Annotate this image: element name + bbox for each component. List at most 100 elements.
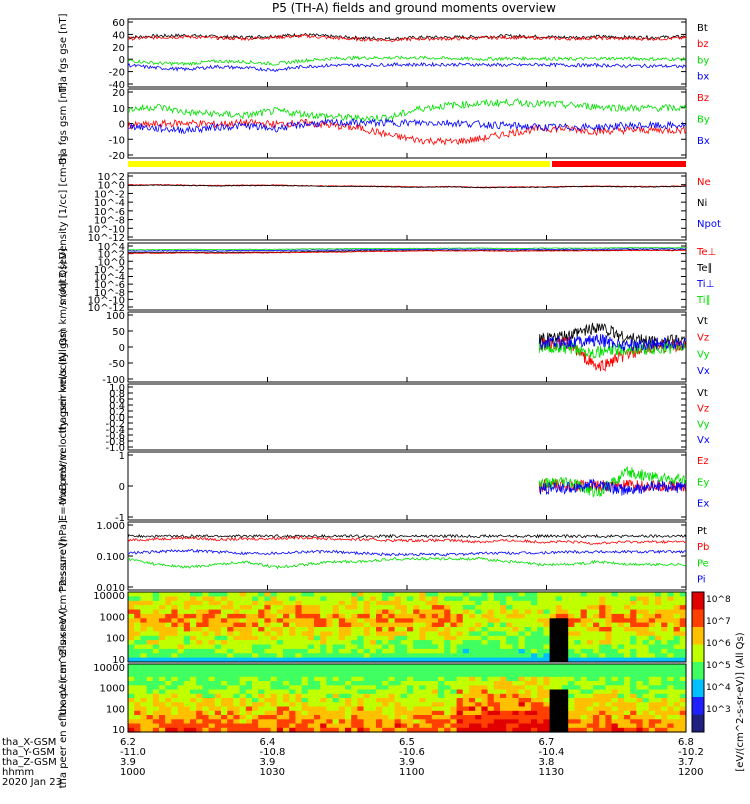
heatmap-cell: [183, 644, 191, 650]
heatmap-cell: [450, 640, 458, 645]
heatmap-cell: [301, 723, 309, 729]
heatmap-cell: [183, 710, 191, 716]
heatmap-cell: [363, 631, 371, 637]
series-line-Pt: [127, 533, 687, 539]
heatmap-cell: [568, 668, 575, 674]
heatmap-cell: [562, 664, 569, 669]
heatmap-cell: [332, 681, 340, 686]
heatmap-cell: [233, 627, 241, 632]
heatmap-cell: [636, 676, 644, 682]
heatmap-cell: [227, 657, 234, 663]
heatmap-cell: [320, 648, 327, 654]
heatmap-cell: [574, 706, 582, 712]
heatmap-cell: [562, 600, 569, 606]
heatmap-cell: [295, 698, 303, 703]
heatmap-cell: [159, 723, 166, 729]
heatmap-cell: [357, 664, 365, 669]
heatmap-cell: [190, 706, 197, 712]
heatmap-cell: [593, 693, 600, 699]
heatmap-cell: [134, 702, 141, 708]
heatmap-cell: [617, 668, 625, 674]
heatmap-cell: [289, 719, 296, 725]
heatmap-cell: [258, 622, 265, 628]
heatmap-cell: [239, 668, 247, 674]
series-line-Pi: [127, 548, 687, 557]
heatmap-cell: [574, 600, 582, 606]
heatmap-cell: [183, 672, 191, 678]
heatmap-cell: [611, 631, 619, 637]
heatmap-cell: [679, 653, 687, 659]
legend-entry: Te∥: [696, 263, 713, 274]
heatmap-cell: [506, 727, 513, 733]
heatmap-cell: [555, 698, 563, 703]
y-tick-label: 20: [112, 88, 125, 99]
heatmap-cell: [128, 657, 135, 663]
heatmap-cell: [128, 715, 135, 720]
heatmap-cell: [171, 605, 179, 610]
heatmap-cell: [605, 685, 613, 691]
heatmap-cell: [630, 644, 637, 650]
heatmap-cell: [493, 653, 501, 659]
heatmap-cell: [196, 698, 203, 703]
heatmap-cell: [661, 613, 668, 619]
heatmap-cell: [214, 596, 222, 602]
heatmap-cell: [611, 609, 619, 615]
heatmap-cell: [295, 710, 303, 716]
heatmap-cell: [320, 710, 327, 716]
heatmap-cell: [469, 648, 476, 654]
heatmap-cell: [159, 613, 166, 619]
heatmap-cell: [580, 644, 588, 650]
heatmap-cell: [394, 727, 402, 733]
heatmap-cell: [128, 653, 135, 659]
heatmap-cell: [202, 689, 210, 695]
heatmap-cell: [227, 706, 234, 712]
heatmap-cell: [667, 657, 675, 663]
heatmap-cell: [524, 693, 532, 699]
heatmap-cell: [444, 596, 451, 602]
heatmap-cell: [506, 605, 513, 610]
heatmap-cell: [605, 706, 613, 712]
heatmap-cell: [320, 689, 327, 695]
heatmap-cell: [190, 710, 197, 716]
heatmap-cell: [202, 622, 210, 628]
heatmap-cell: [444, 648, 451, 654]
heatmap-cell: [208, 648, 216, 654]
heatmap-cell: [611, 648, 619, 654]
heatmap-cell: [351, 653, 358, 659]
heatmap-cell: [617, 609, 625, 615]
heatmap-cell: [679, 693, 687, 699]
heatmap-cell: [376, 605, 383, 610]
heatmap-cell: [667, 627, 675, 632]
heatmap-cell: [487, 592, 495, 597]
heatmap-cell: [599, 609, 606, 615]
heatmap-cell: [617, 681, 625, 686]
heatmap-cell: [661, 609, 668, 615]
heatmap-cell: [679, 657, 687, 663]
heatmap-cell: [208, 613, 216, 619]
heatmap-cell: [332, 719, 340, 725]
heatmap-cell: [543, 698, 551, 703]
heatmap-cell: [382, 618, 389, 624]
heatmap-cell: [221, 596, 228, 602]
heatmap-cell: [518, 723, 526, 729]
heatmap-cell: [667, 681, 675, 686]
heatmap-cell: [586, 613, 594, 619]
heatmap-cell: [289, 657, 296, 663]
heatmap-cell: [400, 635, 408, 641]
series-line-Pb: [127, 535, 687, 545]
heatmap-cell: [630, 648, 637, 654]
heatmap-cell: [617, 640, 625, 645]
heatmap-cell: [357, 653, 365, 659]
heatmap-cell: [456, 627, 464, 632]
heatmap-cell: [134, 600, 141, 606]
heatmap-cell: [419, 635, 427, 641]
heatmap-cell: [301, 681, 309, 686]
heatmap-cell: [140, 613, 148, 619]
heatmap-cell: [661, 676, 668, 682]
heatmap-cell: [152, 672, 160, 678]
heatmap-cell: [363, 723, 371, 729]
heatmap-cell: [419, 693, 427, 699]
heatmap-cell: [202, 635, 210, 641]
heatmap-cell: [586, 710, 594, 716]
